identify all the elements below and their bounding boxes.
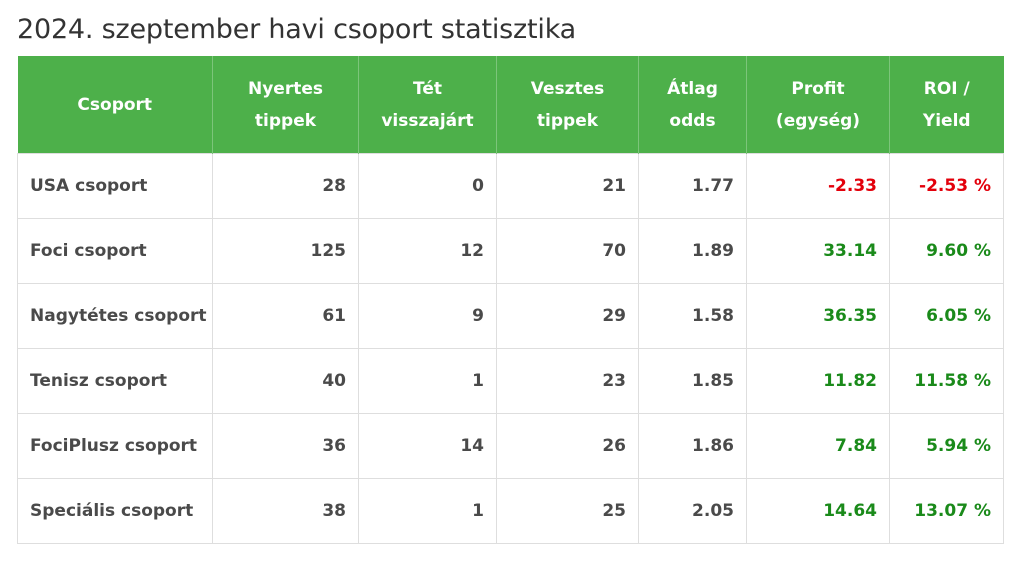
cell-atlag-odds: 1.58 [638,283,747,349]
cell-nyertes: 61 [212,283,359,349]
column-header-roi-yield: ROI / Yield [922,78,971,131]
cell-roi: 6.05 % [889,283,1004,349]
cell-visszajart: 1 [358,478,497,544]
stats-table: Csoport Nyertes tippek Tét visszajárt Vesz… [17,56,1004,544]
column-header-nyertes-tippek: Nyertes tippek [212,56,359,154]
column-header-vesztes-tippek: Vesztes tippek [496,56,639,154]
cell-visszajart: 12 [358,218,497,284]
cell-visszajart: 0 [358,153,497,219]
cell-visszajart: 1 [358,348,497,414]
table-row: Speciális csoport 38 1 25 2.05 14.64 13.… [17,478,1004,544]
cell-nyertes: 40 [212,348,359,414]
table-row: FociPlusz csoport 36 14 26 1.86 7.84 5.9… [17,413,1004,479]
cell-vesztes: 25 [496,478,639,544]
cell-nyertes: 28 [212,153,359,219]
cell-visszajart: 9 [358,283,497,349]
column-header-atlag-odds: Átlag odds [638,56,747,154]
cell-vesztes: 21 [496,153,639,219]
table-row: Tenisz csoport 40 1 23 1.85 11.82 11.58 … [17,348,1004,414]
cell-profit: 11.82 [746,348,890,414]
cell-roi: 5.94 % [889,413,1004,479]
column-header-tet-visszajart: Tét visszajárt [358,56,497,154]
cell-atlag-odds: 1.77 [638,153,747,219]
cell-csoport: USA csoport [17,153,213,219]
cell-csoport: Speciális csoport [17,478,213,544]
cell-visszajart: 14 [358,413,497,479]
table-row: USA csoport 28 0 21 1.77 -2.33 -2.53 % [17,153,1004,219]
cell-vesztes: 23 [496,348,639,414]
cell-profit: 7.84 [746,413,890,479]
cell-nyertes: 38 [212,478,359,544]
cell-nyertes: 36 [212,413,359,479]
cell-roi: 9.60 % [889,218,1004,284]
page-title: 2024. szeptember havi csoport statisztik… [17,14,576,45]
cell-roi: 13.07 % [889,478,1004,544]
cell-csoport: Tenisz csoport [17,348,213,414]
table-row: Foci csoport 125 12 70 1.89 33.14 9.60 % [17,218,1004,284]
cell-csoport: FociPlusz csoport [17,413,213,479]
cell-roi: 11.58 % [889,348,1004,414]
cell-profit: -2.33 [746,153,890,219]
column-header-csoport: Csoport [17,56,213,154]
cell-profit: 33.14 [746,218,890,284]
cell-vesztes: 29 [496,283,639,349]
cell-profit: 14.64 [746,478,890,544]
table-header-row: Csoport Nyertes tippek Tét visszajárt Vesz… [17,56,1004,154]
column-header-profit: Profit (egység) [746,56,890,154]
table-row: Nagytétes csoport 61 9 29 1.58 36.35 6.0… [17,283,1004,349]
cell-csoport: Nagytétes csoport [17,283,213,349]
cell-nyertes: 125 [212,218,359,284]
cell-atlag-odds: 2.05 [638,478,747,544]
cell-atlag-odds: 1.86 [638,413,747,479]
cell-atlag-odds: 1.89 [638,218,747,284]
cell-vesztes: 70 [496,218,639,284]
cell-vesztes: 26 [496,413,639,479]
cell-profit: 36.35 [746,283,890,349]
cell-csoport: Foci csoport [17,218,213,284]
cell-roi: -2.53 % [889,153,1004,219]
cell-atlag-odds: 1.85 [638,348,747,414]
